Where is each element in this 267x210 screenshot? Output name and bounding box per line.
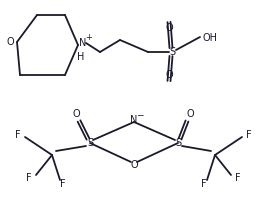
Text: F: F — [26, 173, 32, 183]
Text: F: F — [15, 130, 21, 140]
Text: O: O — [72, 109, 80, 119]
Text: O: O — [165, 70, 173, 80]
Text: O: O — [130, 160, 138, 170]
Text: S: S — [175, 138, 181, 148]
Text: O: O — [165, 23, 173, 33]
Text: +: + — [85, 34, 92, 42]
Text: N: N — [79, 38, 87, 48]
Text: F: F — [235, 173, 241, 183]
Text: F: F — [60, 179, 66, 189]
Text: O: O — [186, 109, 194, 119]
Text: S: S — [169, 47, 175, 57]
Text: −: − — [136, 110, 144, 119]
Text: F: F — [201, 179, 207, 189]
Text: N: N — [130, 115, 138, 125]
Text: H: H — [77, 52, 85, 62]
Text: O: O — [6, 37, 14, 47]
Text: S: S — [87, 138, 93, 148]
Text: F: F — [246, 130, 252, 140]
Text: OH: OH — [202, 33, 218, 43]
